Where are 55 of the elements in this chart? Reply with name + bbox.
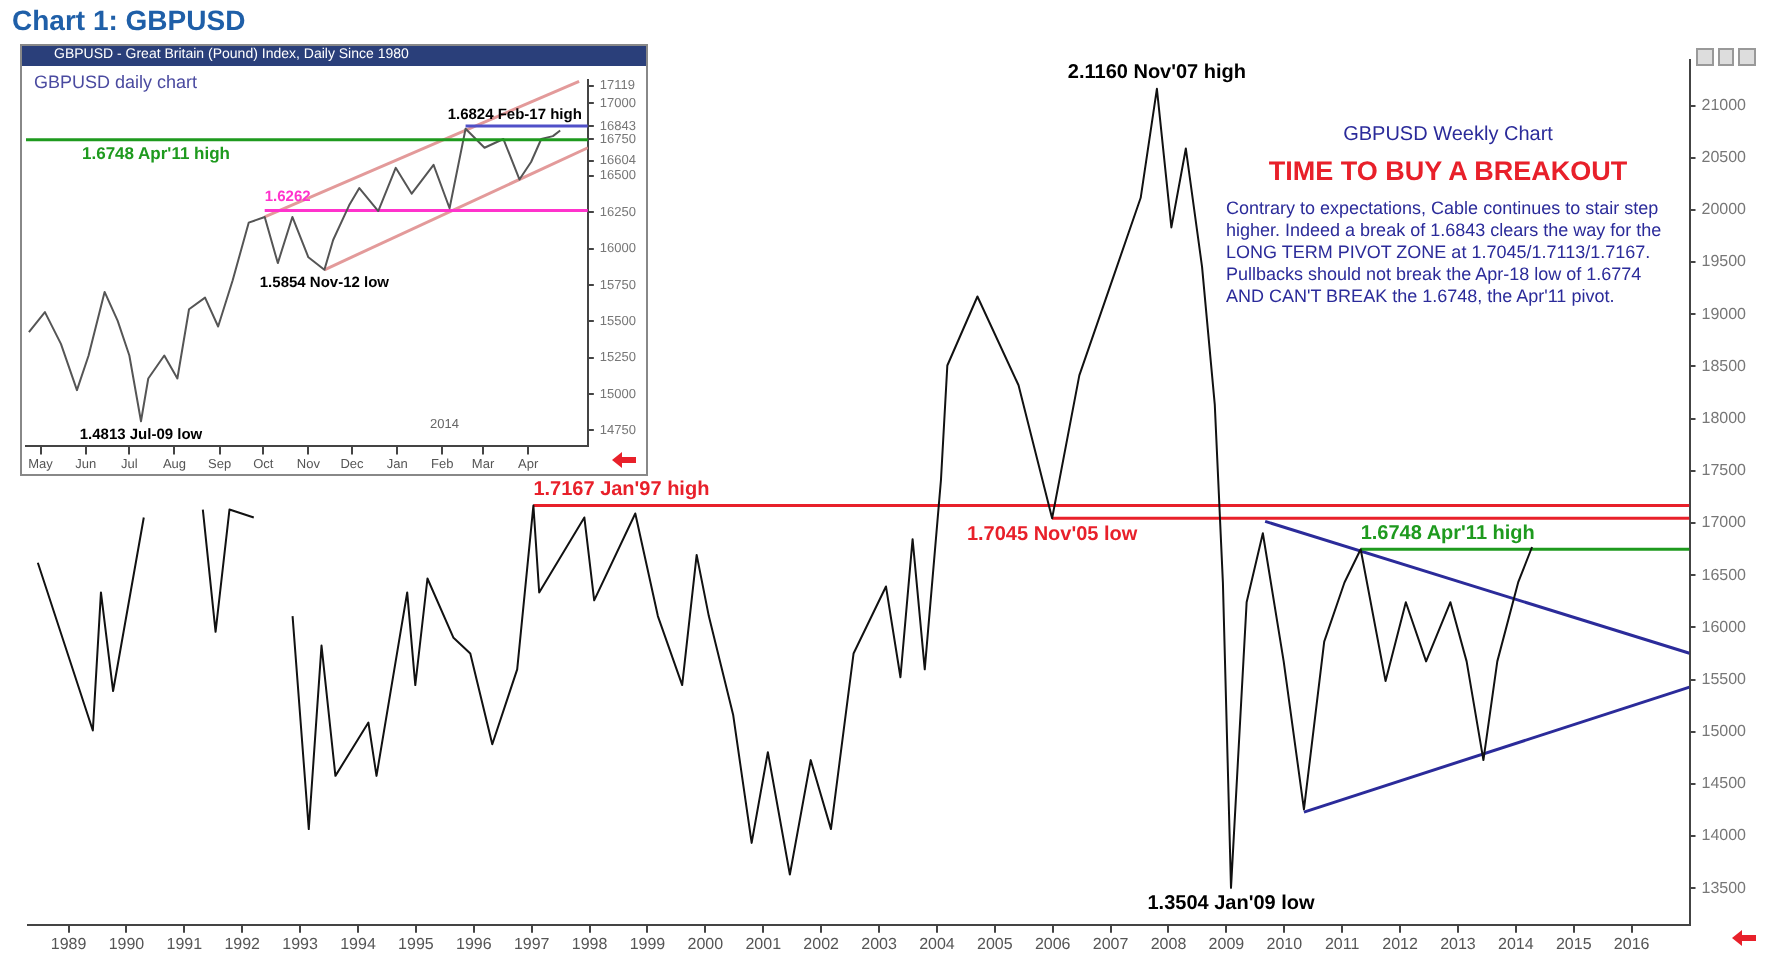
x-tick-label: 2015 <box>1555 934 1593 953</box>
x-tick-label: 2008 <box>1150 934 1188 953</box>
x-tick-label: 1998 <box>571 934 609 953</box>
x-tick-label: 1997 <box>513 934 551 953</box>
annotation: 1.7167 Jan'97 high <box>533 479 710 502</box>
x-tick-label: 1992 <box>224 934 262 953</box>
y-tick-label: 16500 <box>1701 565 1748 584</box>
x-tick-label: 2003 <box>861 934 898 953</box>
x-tick-label: 2002 <box>803 934 841 953</box>
x-tick-label: 2004 <box>919 934 956 953</box>
y-tick-label: 17500 <box>1701 461 1748 480</box>
chart-title: Chart 1: GBPUSD <box>12 4 246 36</box>
y-tick-label: 16000 <box>1701 617 1748 636</box>
y-tick-label: 14000 <box>1701 826 1748 845</box>
x-tick-label: 1989 <box>50 934 88 953</box>
x-tick-label: 1990 <box>108 934 146 953</box>
y-tick-label: 18500 <box>1701 356 1748 375</box>
x-tick-label: 2007 <box>1092 934 1130 953</box>
x-tick-label: 2011 <box>1324 934 1361 953</box>
y-tick-label: 21000 <box>1701 95 1748 114</box>
annotation: 1.3504 Jan'09 low <box>1147 893 1315 916</box>
x-tick-label: 2001 <box>745 934 783 953</box>
x-tick-label: 1999 <box>629 934 667 953</box>
annotation: 1.6748 Apr'11 high <box>1360 522 1535 545</box>
x-tick-label: 1993 <box>282 934 319 953</box>
x-tick-label: 1994 <box>340 934 377 953</box>
y-tick-label: 19000 <box>1701 304 1748 323</box>
y-tick-label: 14500 <box>1701 774 1748 793</box>
x-tick-label: 1995 <box>398 934 435 953</box>
annotation: 1.7045 Nov'05 low <box>966 523 1138 546</box>
annotation: GBPUSD daily chart <box>34 72 198 92</box>
x-tick-label: 1996 <box>455 934 493 953</box>
x-tick-label: 2010 <box>1266 934 1304 953</box>
annotation: GBPUSD Weekly Chart <box>1341 124 1555 146</box>
annotation: 2.1160 Nov'07 high <box>1067 62 1246 85</box>
y-tick-label: 15000 <box>1701 722 1748 741</box>
y-tick-label: 18000 <box>1701 409 1748 428</box>
y-tick-label: 13500 <box>1701 878 1748 897</box>
x-tick-label: 2006 <box>1034 934 1072 953</box>
x-tick-label: 2000 <box>687 934 725 953</box>
x-tick-label: 1991 <box>166 934 204 953</box>
ref-line-label: 1.6748 Apr'11 high <box>82 142 230 163</box>
y-tick-label: 19500 <box>1701 252 1748 271</box>
x-tick-label: 2016 <box>1613 934 1651 953</box>
y-tick-label: 20000 <box>1701 200 1748 219</box>
x-tick-label: 2014 <box>1498 934 1535 953</box>
x-tick-label: 2009 <box>1208 934 1246 953</box>
annotation: TIME TO BUY A BREAKOUT <box>1266 156 1630 186</box>
y-tick-label: 17000 <box>1701 513 1748 532</box>
x-tick-label: 2012 <box>1382 934 1419 953</box>
x-tick-label: 2013 <box>1440 934 1477 953</box>
x-tick-label: 2005 <box>977 934 1014 953</box>
y-tick-label: 15500 <box>1701 669 1748 688</box>
annotation: Contrary to expectations, Cable continues to stair step higher. Indeed a break of 1.6843 clears the way for the LONG TERM PIVOT ZONE at 1.7045/1.7113/1.7167. Pullbacks should not break the Apr-18 low of 1.6774 AND CAN'T BREAK the 1.6748, the Apr'11 pivot. <box>1226 198 1664 308</box>
y-tick-label: 20500 <box>1701 148 1748 167</box>
